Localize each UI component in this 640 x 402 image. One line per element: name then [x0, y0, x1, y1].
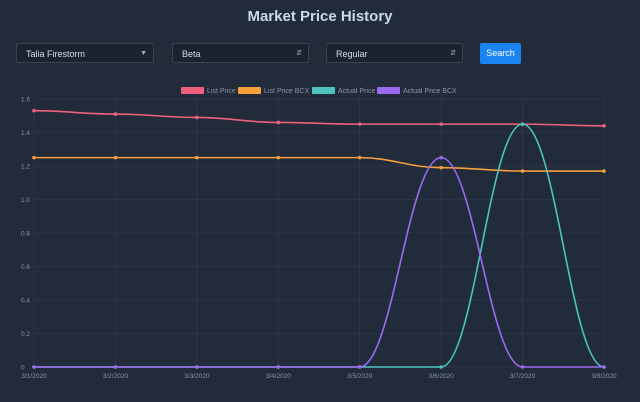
data-point — [32, 108, 36, 113]
legend-swatch — [238, 87, 261, 94]
x-tick-label: 3/8/2020 — [591, 373, 617, 380]
data-point — [195, 115, 199, 120]
chart-legend: List Price List Price BCX Actual Price Actu… — [181, 87, 457, 95]
y-tick-label: 0.6 — [21, 264, 30, 271]
legend-swatch — [377, 87, 400, 94]
data-point — [439, 365, 443, 369]
legend-swatch — [181, 87, 204, 94]
page-title: Market Price History — [247, 8, 393, 25]
data-point — [520, 365, 525, 369]
x-tick-label: 3/1/2020 — [21, 373, 47, 380]
data-point — [276, 365, 281, 369]
data-point — [439, 165, 443, 170]
series-line — [34, 123, 605, 368]
y-tick-label: 1.2 — [21, 164, 30, 171]
data-point — [276, 155, 281, 160]
data-point — [32, 155, 36, 160]
edition-select[interactable]: Beta ⇵ — [172, 43, 309, 63]
data-point — [520, 122, 525, 126]
legend-item: List Price BCX — [238, 87, 309, 95]
x-tick-label: 3/4/2020 — [266, 373, 292, 380]
player-select[interactable]: Talia Firestorm ▼ — [16, 43, 154, 63]
legend-label: List Price BCX — [264, 88, 309, 95]
x-tick-label: 3/5/2020 — [347, 373, 373, 380]
y-tick-label: 0.8 — [21, 231, 30, 238]
x-tick-label: 3/6/2020 — [428, 373, 454, 380]
legend-label: Actual Price BCX — [403, 88, 457, 95]
sort-arrows-icon: ⇵ — [296, 50, 302, 57]
legend-item: Actual Price — [312, 87, 375, 95]
x-tick-label: 3/7/2020 — [510, 373, 536, 380]
data-point — [195, 365, 199, 369]
data-point — [276, 120, 281, 125]
variant-select-value: Regular — [336, 49, 368, 59]
data-point — [113, 155, 118, 160]
search-button[interactable]: Search — [480, 43, 521, 64]
y-tick-label: 0 — [21, 365, 25, 372]
data-point — [602, 365, 606, 369]
legend-item: Actual Price BCX — [377, 87, 457, 95]
x-tick-label: 3/3/2020 — [184, 373, 210, 380]
series-group — [32, 155, 606, 369]
series-group — [32, 155, 606, 173]
data-point — [357, 155, 362, 160]
data-point — [32, 365, 36, 369]
data-point — [439, 122, 443, 126]
data-point — [357, 122, 362, 126]
sort-arrows-icon: ⇵ — [450, 50, 456, 57]
edition-select-value: Beta — [182, 49, 201, 59]
caret-down-icon: ▼ — [140, 50, 147, 57]
data-point — [195, 155, 199, 160]
y-tick-label: 1.4 — [21, 130, 30, 137]
series-line — [34, 156, 604, 368]
data-point — [602, 169, 606, 173]
y-tick-label: 0.4 — [21, 298, 30, 305]
price-history-chart: List Price List Price BCX Actual Price Actu… — [21, 87, 617, 381]
data-point — [357, 365, 362, 369]
player-select-value: Talia Firestorm — [26, 49, 86, 59]
data-point — [520, 169, 525, 173]
legend-swatch — [312, 87, 335, 94]
y-tick-label: 1.0 — [21, 197, 30, 204]
series-group — [32, 122, 606, 369]
legend-label: Actual Price — [338, 88, 375, 95]
x-tick-label: 3/2/2020 — [103, 373, 129, 380]
chart-series — [32, 108, 606, 369]
chart-grid — [33, 98, 605, 368]
series-line — [34, 156, 604, 172]
data-point — [439, 155, 443, 160]
data-point — [113, 365, 118, 369]
chart-axes: 0 0.2 0.4 0.6 0.8 1.0 1.2 1.4 1.6 3/1/2020 3/2/202… — [21, 97, 617, 381]
data-point — [602, 124, 606, 128]
legend-label: List Price — [207, 88, 236, 95]
series-line — [33, 109, 605, 127]
legend-item: List Price — [181, 87, 236, 95]
y-tick-label: 1.6 — [21, 97, 30, 104]
variant-select[interactable]: Regular ⇵ — [326, 43, 463, 63]
data-point — [113, 112, 118, 116]
y-tick-label: 0.2 — [21, 331, 30, 338]
